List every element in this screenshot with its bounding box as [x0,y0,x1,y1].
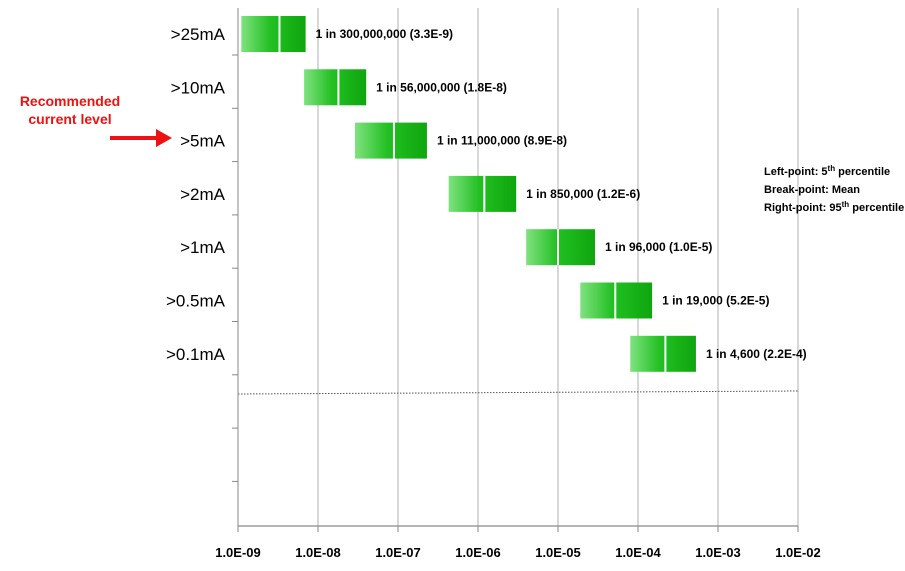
category-label: >10mA [171,78,226,97]
x-tick-label: 1.0E-03 [695,545,741,560]
dotted-separator [237,390,799,395]
category-label: >1mA [180,238,226,257]
x-axis: 1.0E-09 1.0E-08 1.0E-07 1.0E-06 1.0E-05 1.0E-… [215,8,821,560]
category-label: >25mA [171,25,226,44]
category-label: >0.5mA [166,292,226,311]
risk-bar [448,175,517,212]
x-tick-label: 1.0E-04 [615,545,661,560]
x-tick-label: 1.0E-09 [215,545,261,560]
grid-lines [237,8,799,526]
x-tick-label: 1.0E-06 [455,545,501,560]
recommended-callout: Recommended current level [20,93,172,147]
category-labels: 1 in 300,000,000 (3.3E-9) >25mA 1 in 56,00… [166,25,807,364]
red-arrow-icon [110,129,172,147]
x-tick-label: 1.0E-02 [775,545,821,560]
x-tick-label: 1.0E-08 [295,545,341,560]
data-label: 1 in 56,000,000 (1.8E-8) [376,80,507,94]
legend-note-line: Left-point: 5th percentile [764,164,890,178]
category-label: >2mA [180,185,226,204]
data-label: 1 in 96,000 (1.0E-5) [605,240,712,254]
risk-bar [354,122,427,159]
data-label: 1 in 11,000,000 (8.9E-8) [437,134,567,148]
category-label: >5mA [180,132,226,151]
data-label: 1 in 300,000,000 (3.3E-9) [316,27,453,41]
risk-bar [526,229,595,266]
risk-bar [241,16,306,52]
risk-bars [241,16,696,372]
legend-note-line: Break-point: Mean [764,184,860,196]
risk-bar [304,69,367,106]
legend-note: Left-point: 5th percentile Break-point: M… [764,164,904,214]
x-tick-label: 1.0E-07 [375,545,421,560]
callout-text: current level [28,111,111,127]
legend-note-line: Right-point: 95th percentile [764,200,904,214]
x-tick-label: 1.0E-05 [535,545,581,560]
category-label: >0.1mA [166,345,226,364]
risk-bar [630,335,696,372]
data-label: 1 in 4,600 (2.2E-4) [706,347,807,361]
callout-text: Recommended [20,93,120,109]
data-label: 1 in 850,000 (1.2E-6) [526,187,640,201]
data-label: 1 in 19,000 (5.2E-5) [662,294,769,308]
